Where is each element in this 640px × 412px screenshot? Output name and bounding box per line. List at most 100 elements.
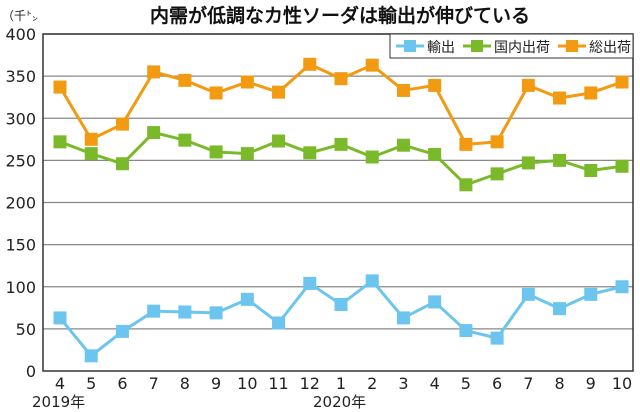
data-point — [490, 167, 504, 181]
data-point — [240, 292, 254, 306]
data-point — [428, 147, 442, 161]
series-輸出 — [53, 274, 629, 363]
x-tick-label: 8 — [554, 374, 564, 393]
data-point — [334, 137, 348, 151]
x-tick-label: 4 — [430, 374, 440, 393]
data-point — [365, 150, 379, 164]
data-point — [303, 146, 317, 160]
data-point — [209, 86, 223, 100]
data-point — [334, 297, 348, 311]
data-point — [115, 324, 129, 338]
data-point — [615, 280, 629, 294]
data-point — [521, 287, 535, 301]
data-point — [272, 316, 286, 330]
data-point — [459, 178, 473, 192]
data-point — [240, 75, 254, 89]
data-point — [521, 78, 535, 92]
data-point — [459, 137, 473, 151]
data-point — [178, 73, 192, 87]
data-point — [615, 75, 629, 89]
data-point — [272, 134, 286, 148]
x-tick-label: 4 — [55, 374, 65, 393]
y-tick-label: 200 — [5, 194, 36, 213]
year-label: 2020年 — [313, 393, 366, 411]
legend-label: 輸出 — [427, 40, 455, 56]
data-point — [615, 159, 629, 173]
x-tick-label: 12 — [300, 374, 320, 393]
x-tick-label: 5 — [461, 374, 471, 393]
data-point — [147, 304, 161, 318]
data-point — [396, 138, 410, 152]
y-tick-label: 100 — [5, 278, 36, 297]
data-point — [84, 349, 98, 363]
data-point — [178, 305, 192, 319]
x-tick-label: 6 — [117, 374, 127, 393]
data-point — [115, 117, 129, 131]
x-tick-label: 10 — [237, 374, 257, 393]
data-point — [115, 157, 129, 171]
data-point — [178, 133, 192, 147]
data-point — [396, 311, 410, 325]
y-tick-label: 400 — [5, 25, 36, 44]
data-point — [240, 147, 254, 161]
y-tick-label: 150 — [5, 236, 36, 255]
chart-title: 内需が低調なカ性ソーダは輸出が伸びている — [150, 4, 530, 27]
y-tick-label: 0 — [26, 362, 36, 381]
legend-label: 総出荷 — [589, 40, 631, 56]
data-point — [53, 311, 67, 325]
x-tick-label: 10 — [612, 374, 632, 393]
data-point — [459, 324, 473, 338]
data-point — [428, 78, 442, 92]
x-tick-label: 3 — [398, 374, 408, 393]
series-line — [58, 278, 623, 358]
y-tick-label: 300 — [5, 109, 36, 128]
data-point — [553, 153, 567, 167]
year-label: 2019年 — [32, 393, 85, 411]
data-point — [53, 135, 67, 149]
data-point — [490, 331, 504, 345]
plot-frame — [42, 33, 634, 372]
x-tick-label: 8 — [180, 374, 190, 393]
series-総出荷 — [53, 57, 629, 151]
data-point — [428, 295, 442, 309]
data-point — [53, 80, 67, 94]
legend-box — [389, 33, 634, 59]
series-国内出荷 — [53, 126, 629, 192]
x-tick-label: 6 — [492, 374, 502, 393]
y-tick-label: 250 — [5, 151, 36, 170]
legend-marker — [471, 40, 483, 52]
x-tick-label: 7 — [523, 374, 533, 393]
x-tick-label: 5 — [86, 374, 96, 393]
data-point — [334, 72, 348, 86]
data-point — [365, 58, 379, 72]
x-tick-label: 2 — [367, 374, 377, 393]
data-point — [209, 306, 223, 320]
data-point — [147, 126, 161, 140]
data-point — [396, 83, 410, 97]
legend-marker — [566, 40, 578, 52]
data-point — [147, 65, 161, 79]
data-point — [272, 85, 286, 99]
data-point — [84, 132, 98, 146]
data-point — [521, 156, 535, 170]
y-tick-label: 350 — [5, 67, 36, 86]
data-point — [553, 91, 567, 105]
data-point — [365, 274, 379, 288]
data-point — [584, 86, 598, 100]
data-point — [209, 145, 223, 159]
x-tick-label: 7 — [149, 374, 159, 393]
legend-label: 国内出荷 — [494, 40, 550, 56]
data-point — [584, 163, 598, 177]
x-tick-label: 1 — [336, 374, 346, 393]
legend-marker — [404, 40, 416, 52]
x-tick-label: 9 — [211, 374, 221, 393]
y-tick-label: 50 — [16, 320, 36, 339]
x-tick-label: 9 — [586, 374, 596, 393]
data-point — [490, 135, 504, 149]
y-axis-unit-label: （千㌧ — [2, 9, 38, 23]
data-point — [584, 287, 598, 301]
data-point — [303, 276, 317, 290]
data-point — [84, 147, 98, 161]
data-point — [303, 57, 317, 71]
